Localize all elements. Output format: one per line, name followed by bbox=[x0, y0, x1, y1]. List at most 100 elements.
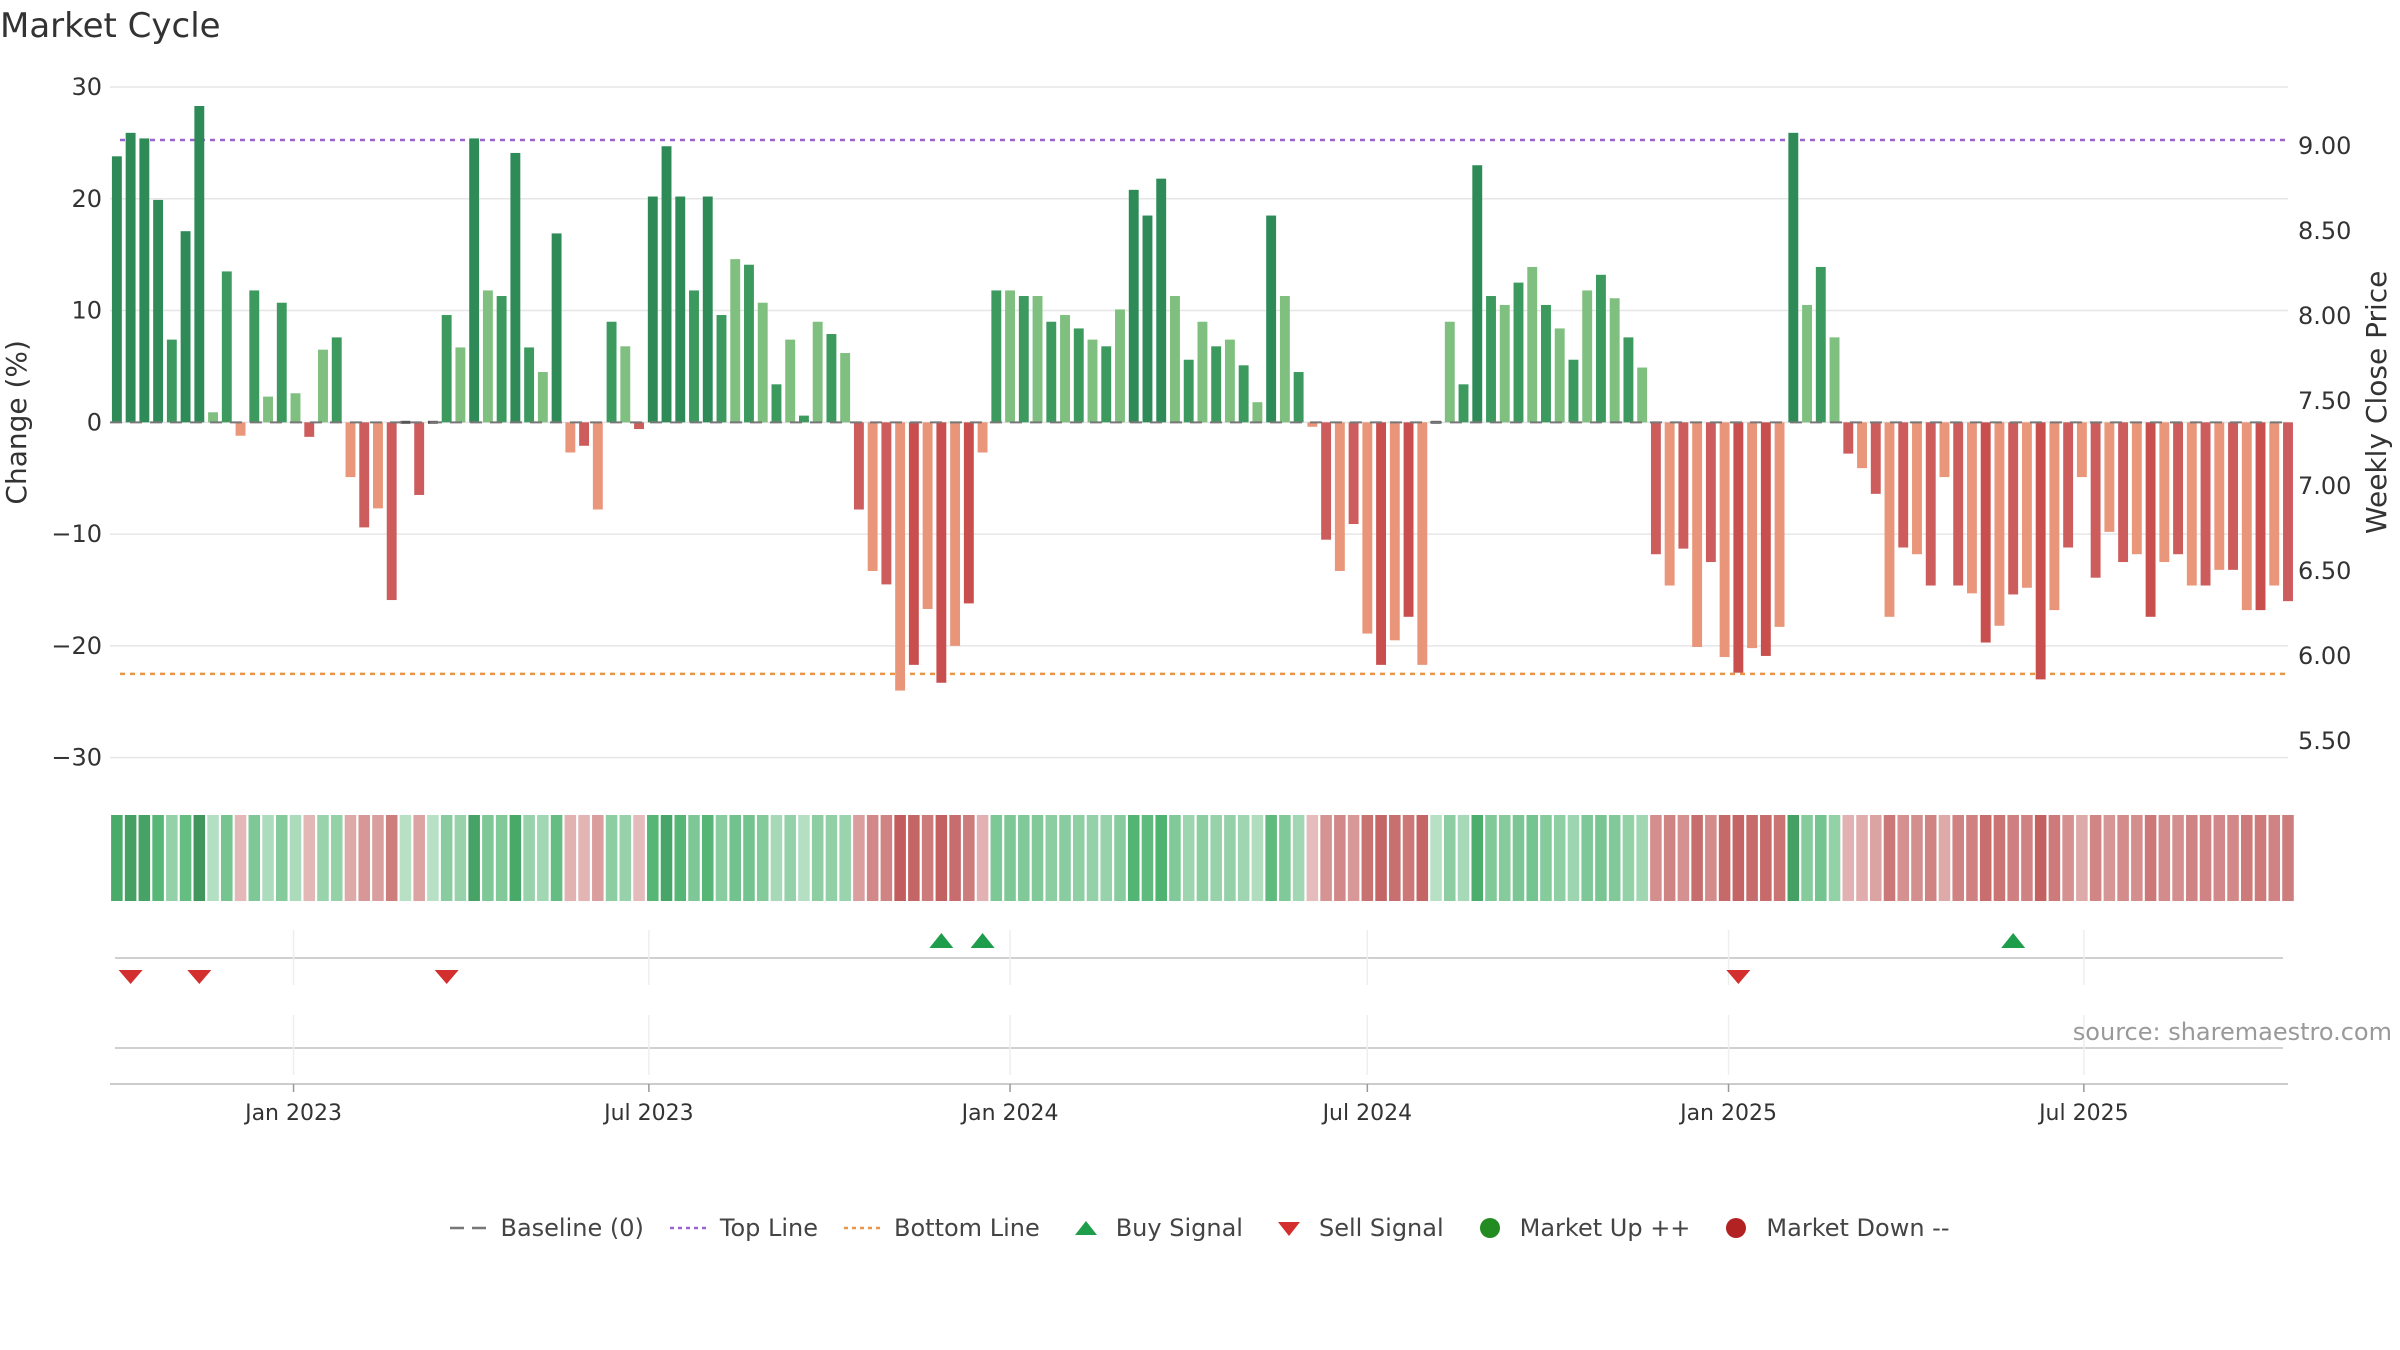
bar[interactable] bbox=[2200, 422, 2211, 586]
bar[interactable] bbox=[1183, 359, 1194, 423]
bar[interactable] bbox=[345, 422, 356, 478]
heat-cell[interactable] bbox=[1114, 815, 1126, 901]
bar[interactable] bbox=[1005, 290, 1016, 423]
heat-cell[interactable] bbox=[1540, 815, 1552, 901]
bar[interactable] bbox=[1403, 422, 1414, 617]
bar[interactable] bbox=[744, 264, 754, 423]
bar[interactable] bbox=[2173, 422, 2184, 555]
sell-signal-marker[interactable] bbox=[118, 970, 143, 984]
heat-cell[interactable] bbox=[2186, 815, 2198, 901]
bar[interactable] bbox=[318, 349, 328, 423]
heat-cell[interactable] bbox=[2117, 815, 2129, 901]
heat-cell[interactable] bbox=[1608, 815, 1621, 901]
heat-cell[interactable] bbox=[1677, 815, 1690, 901]
bar[interactable] bbox=[2283, 422, 2293, 602]
bar[interactable] bbox=[757, 302, 768, 423]
bar[interactable] bbox=[2214, 422, 2225, 570]
heat-cell[interactable] bbox=[2172, 815, 2184, 901]
heat-cell[interactable] bbox=[1993, 815, 2006, 901]
bar[interactable] bbox=[1554, 328, 1565, 423]
bar[interactable] bbox=[2241, 422, 2252, 611]
bar[interactable] bbox=[2159, 422, 2170, 563]
bar[interactable] bbox=[565, 422, 576, 453]
heat-cell[interactable] bbox=[839, 815, 851, 901]
bar[interactable] bbox=[620, 346, 631, 423]
bar[interactable] bbox=[263, 396, 273, 423]
heat-cell[interactable] bbox=[2048, 815, 2061, 901]
heat-cell[interactable] bbox=[1086, 815, 1099, 901]
buy-signal-marker[interactable] bbox=[2001, 933, 2026, 948]
heat-cell[interactable] bbox=[1746, 815, 1758, 901]
heat-cell[interactable] bbox=[1389, 815, 1401, 901]
bar[interactable] bbox=[853, 422, 864, 510]
bar[interactable] bbox=[1884, 422, 1895, 617]
heat-cell[interactable] bbox=[1718, 815, 1731, 901]
heat-cell[interactable] bbox=[2199, 815, 2212, 901]
heat-cell[interactable] bbox=[1869, 815, 1882, 901]
bar[interactable] bbox=[1637, 367, 1648, 423]
heat-cell[interactable] bbox=[413, 815, 425, 901]
heat-cell[interactable] bbox=[1636, 815, 1648, 901]
heat-cell[interactable] bbox=[2254, 815, 2267, 901]
bar[interactable] bbox=[1362, 422, 1373, 634]
heat-cell[interactable] bbox=[468, 815, 480, 901]
bar[interactable] bbox=[1238, 365, 1249, 423]
heat-cell[interactable] bbox=[1045, 815, 1058, 901]
bar[interactable] bbox=[730, 259, 741, 423]
bar[interactable] bbox=[2021, 422, 2032, 588]
bar[interactable] bbox=[1293, 372, 1304, 423]
bar[interactable] bbox=[1802, 304, 1813, 423]
bar[interactable] bbox=[304, 422, 315, 437]
heat-cell[interactable] bbox=[1306, 815, 1319, 901]
heat-cell[interactable] bbox=[1856, 815, 1868, 901]
heat-cell[interactable] bbox=[1320, 815, 1332, 901]
bar[interactable] bbox=[1912, 422, 1922, 555]
bar[interactable] bbox=[1719, 422, 1730, 658]
heat-cell[interactable] bbox=[166, 815, 178, 901]
bar[interactable] bbox=[1444, 321, 1455, 423]
bar[interactable] bbox=[359, 422, 370, 528]
heat-cell[interactable] bbox=[1911, 815, 1923, 901]
heat-cell[interactable] bbox=[303, 815, 316, 901]
heat-cell[interactable] bbox=[825, 815, 838, 901]
heat-cell[interactable] bbox=[798, 815, 810, 901]
bar[interactable] bbox=[1279, 296, 1290, 423]
bar[interactable] bbox=[2049, 422, 2060, 611]
heat-cell[interactable] bbox=[592, 815, 604, 901]
bar[interactable] bbox=[2063, 422, 2074, 548]
bar[interactable] bbox=[2255, 422, 2266, 611]
bar[interactable] bbox=[153, 199, 164, 423]
heat-cell[interactable] bbox=[1691, 815, 1703, 901]
bar[interactable] bbox=[111, 156, 122, 423]
heat-cell[interactable] bbox=[1347, 815, 1360, 901]
bar[interactable] bbox=[1664, 422, 1675, 586]
heat-cell[interactable] bbox=[2282, 815, 2294, 901]
bar[interactable] bbox=[1774, 422, 1785, 627]
heat-cell[interactable] bbox=[317, 815, 329, 901]
heat-cell[interactable] bbox=[1334, 815, 1346, 901]
bar[interactable] bbox=[1018, 296, 1029, 423]
buy-signal-marker[interactable] bbox=[929, 933, 954, 948]
heat-cell[interactable] bbox=[2131, 815, 2143, 901]
bar[interactable] bbox=[1609, 298, 1620, 423]
bar[interactable] bbox=[661, 146, 672, 423]
heat-cell[interactable] bbox=[509, 815, 522, 901]
heat-cell[interactable] bbox=[1169, 815, 1181, 901]
bar[interactable] bbox=[1073, 328, 1084, 423]
bar[interactable] bbox=[689, 290, 699, 423]
heat-cell[interactable] bbox=[1773, 815, 1786, 901]
heat-cell[interactable] bbox=[111, 815, 123, 901]
heat-cell[interactable] bbox=[949, 815, 961, 901]
heat-cell[interactable] bbox=[1663, 815, 1676, 901]
heat-cell[interactable] bbox=[1897, 815, 1910, 901]
heat-cell[interactable] bbox=[1141, 815, 1154, 901]
heat-cell[interactable] bbox=[1018, 815, 1030, 901]
bar[interactable] bbox=[716, 315, 727, 423]
heat-cell[interactable] bbox=[1059, 815, 1071, 901]
bar[interactable] bbox=[1994, 422, 2005, 626]
bar[interactable] bbox=[510, 152, 521, 423]
heat-cell[interactable] bbox=[1622, 815, 1635, 901]
bar[interactable] bbox=[386, 422, 397, 601]
heat-cell[interactable] bbox=[537, 815, 549, 901]
bar[interactable] bbox=[1197, 321, 1208, 423]
